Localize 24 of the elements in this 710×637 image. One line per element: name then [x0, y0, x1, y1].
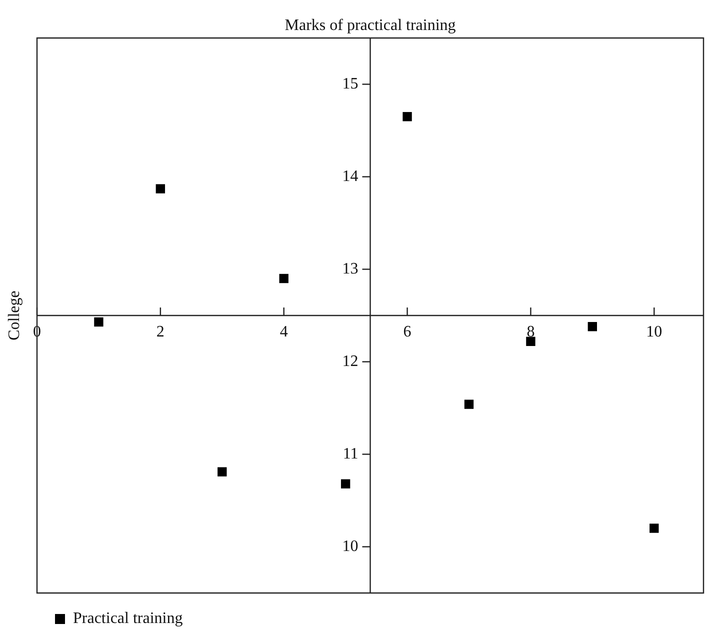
point [94, 317, 104, 327]
legend-label: Practical training [73, 610, 183, 628]
x-tick-label: 8 [526, 324, 535, 341]
point [526, 336, 536, 346]
y-tick-label: 14 [342, 168, 358, 185]
x-tick-label: 6 [403, 324, 412, 341]
y-axis-title: College [6, 290, 24, 340]
point [340, 479, 350, 488]
point [218, 467, 227, 476]
y-tick-label: 12 [342, 352, 358, 370]
y-tick-label: 13 [342, 260, 358, 278]
y-tick-label: 10 [342, 538, 358, 555]
x-tick-label: 2 [156, 324, 164, 341]
x-tick-label: 10 [646, 324, 662, 341]
point [650, 524, 659, 533]
point [464, 400, 474, 409]
point [279, 274, 288, 284]
chart-title: Marks of practical training [284, 17, 456, 34]
x-tick-label: 4 [280, 324, 288, 341]
point [588, 322, 598, 332]
y-tick-label: 15 [342, 75, 358, 92]
point [402, 112, 412, 122]
point [156, 184, 166, 194]
y-tick-label: 11 [342, 445, 358, 462]
